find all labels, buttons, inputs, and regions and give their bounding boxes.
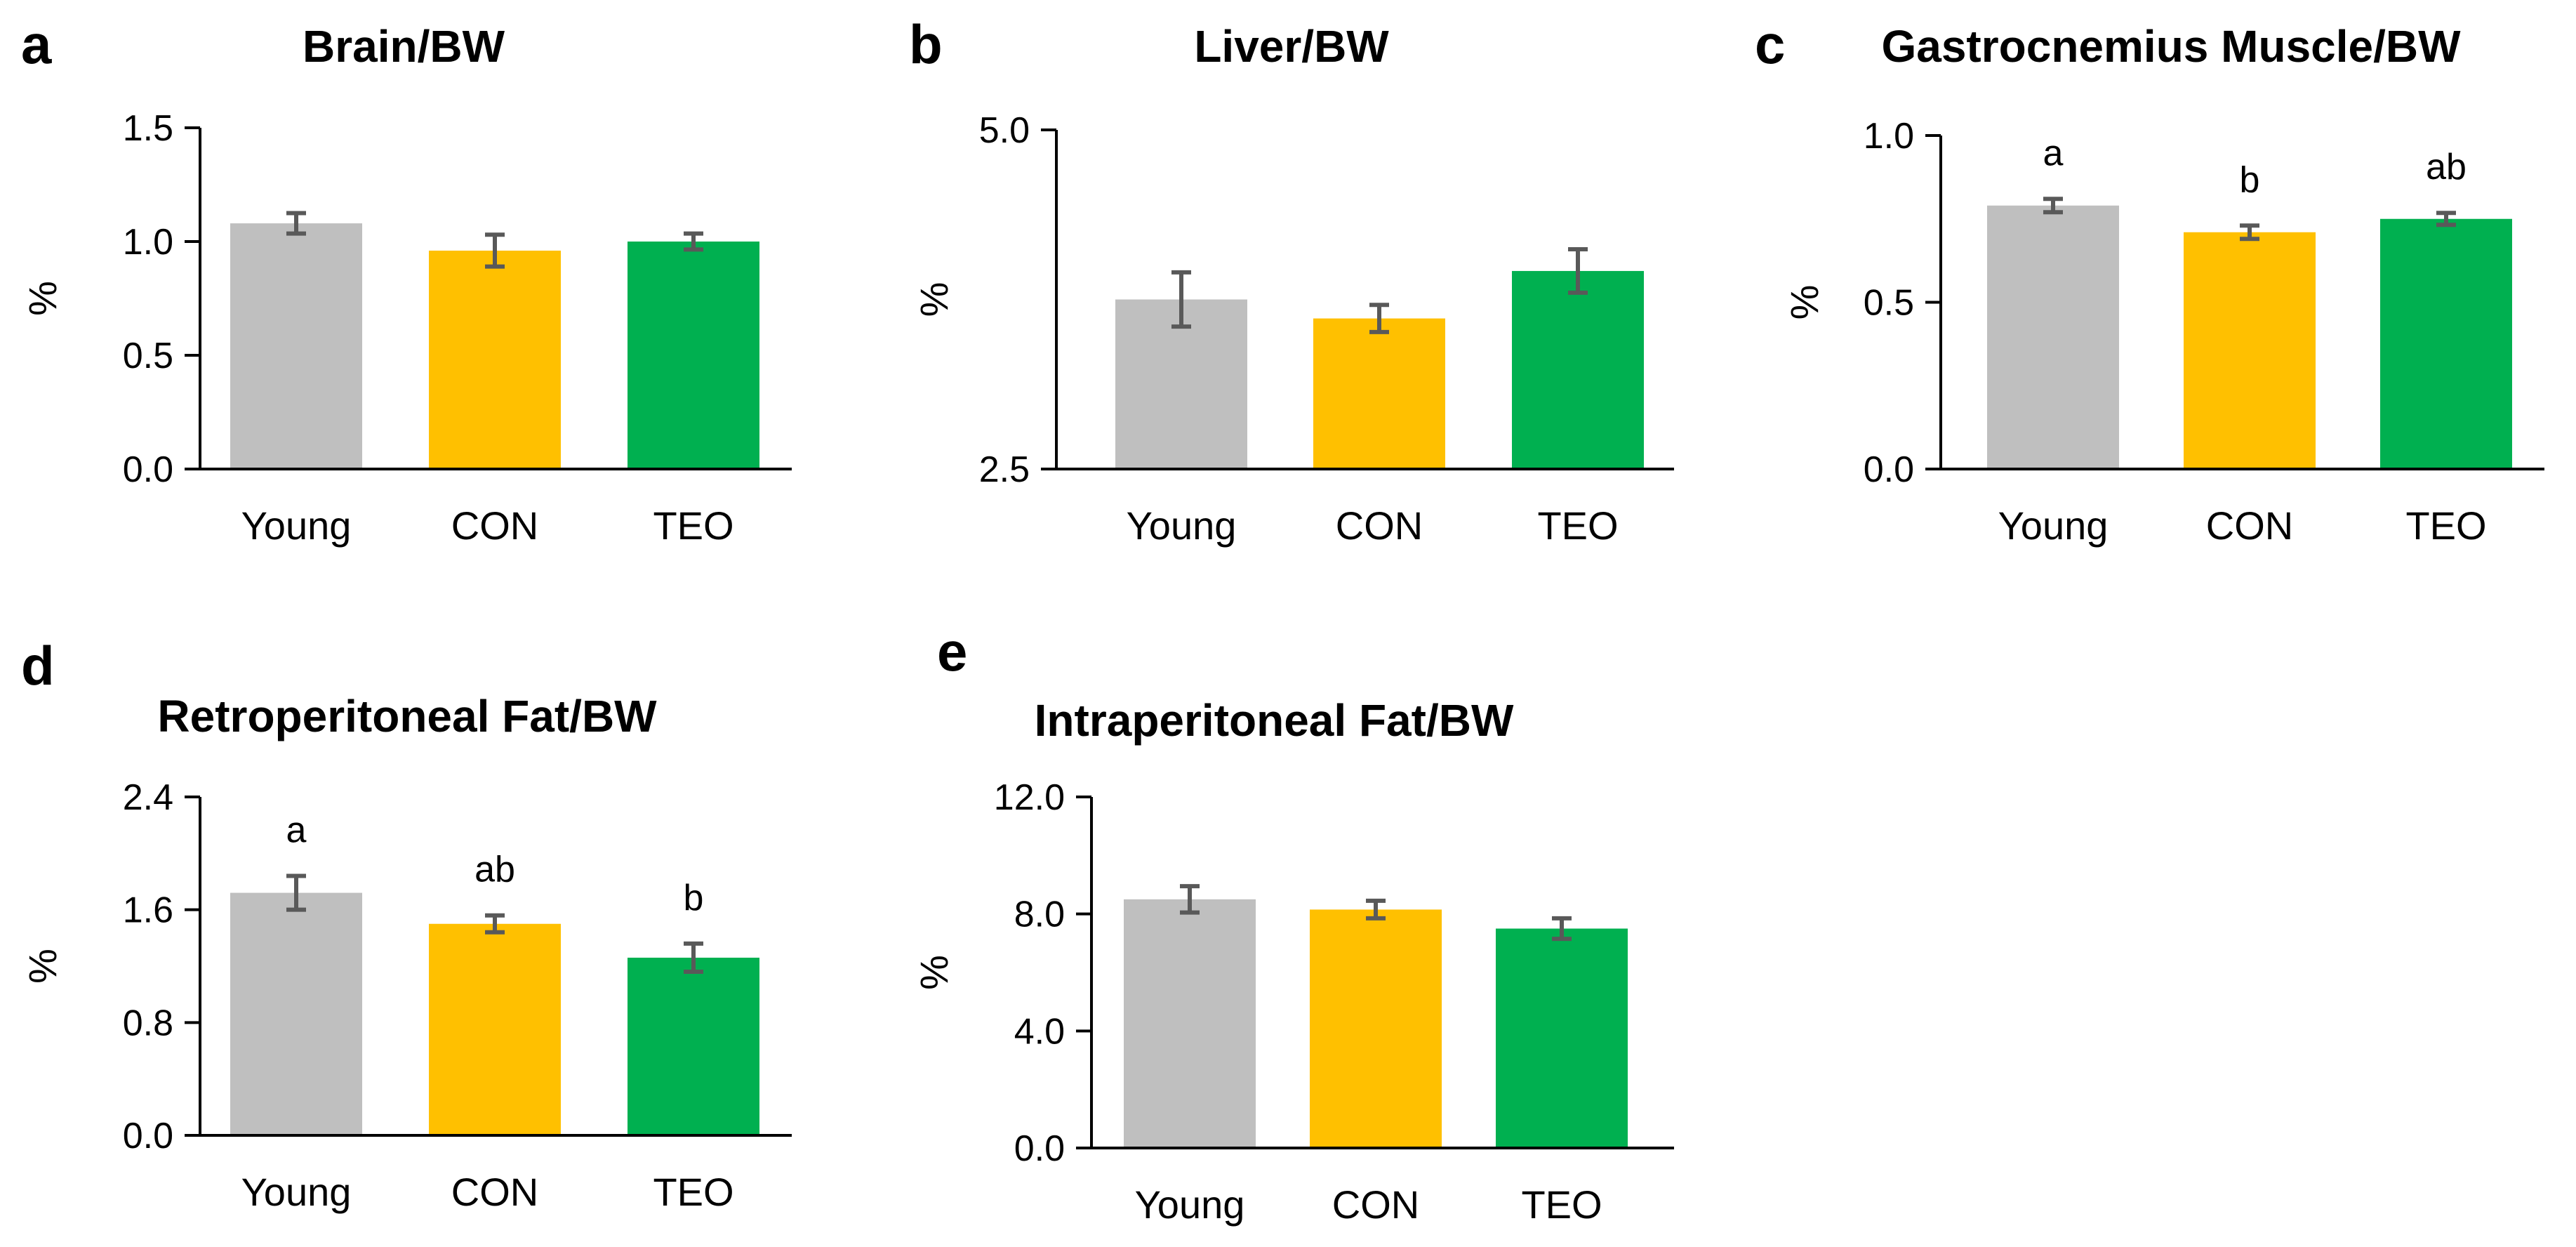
panel-e-bar-con (1310, 909, 1442, 1148)
panel-c-ytick-label: 1.0 (1864, 116, 1914, 157)
panel-e-ylabel: % (912, 955, 956, 990)
panel-d-xtick-young: Young (241, 1170, 352, 1214)
panel-e-xtick-con: CON (1332, 1182, 1419, 1227)
panel-d-title: Retroperitoneal Fat/BW (157, 691, 657, 741)
panel-d-bar-teo (628, 957, 759, 1135)
panel-b-letter: b (909, 13, 943, 75)
panel-d-ytick-label: 0.8 (123, 1003, 173, 1043)
panel-d-xtick-teo: TEO (653, 1170, 733, 1214)
panel-e-bar-teo (1496, 928, 1628, 1148)
panel-c-bar-young (1987, 205, 2119, 469)
panel-d-sig-con: ab (474, 850, 515, 890)
panel-c-xtick-young: Young (1998, 503, 2109, 548)
panel-d-sig-teo: b (684, 878, 704, 918)
panel-d-ytick-label: 1.6 (123, 890, 173, 931)
panel-c-bar-teo (2380, 218, 2512, 469)
panel-a-ytick-label: 0.5 (123, 336, 173, 376)
panel-e-xtick-teo: TEO (1521, 1182, 1602, 1227)
panel-c-ylabel: % (1782, 285, 1826, 320)
panel-e-ytick-label: 8.0 (1014, 895, 1065, 935)
panel-d-sig-young: a (286, 810, 307, 850)
panel-e-title: Intraperitoneal Fat/BW (1035, 695, 1514, 746)
panel-a-xtick-young: Young (241, 503, 352, 548)
panel-a-ytick-label: 0.0 (123, 449, 173, 490)
panel-a-bar-young (230, 223, 362, 469)
panel-c-sig-con: b (2240, 159, 2260, 200)
panel-b-ytick-label: 2.5 (979, 449, 1030, 490)
panel-d-ytick-label: 2.4 (123, 777, 173, 818)
panel-a-xtick-teo: TEO (653, 503, 733, 548)
panel-c-sig-young: a (2043, 133, 2064, 173)
panel-b-bar-teo (1512, 270, 1644, 469)
panel-c-ytick-label: 0.0 (1864, 449, 1914, 490)
panel-b-title: Liver/BW (1194, 21, 1389, 72)
panel-d-bar-young (230, 892, 362, 1135)
panel-a-letter: a (21, 13, 52, 75)
panel-a-ytick-label: 1.0 (123, 222, 173, 263)
panel-a-bar-con (429, 250, 561, 469)
panel-b-ytick-label: 5.0 (979, 110, 1030, 151)
panel-e-letter: e (937, 621, 967, 682)
panel-e-ytick-label: 0.0 (1014, 1128, 1065, 1169)
panel-b-xtick-teo: TEO (1537, 503, 1618, 548)
panel-c-title: Gastrocnemius Muscle/BW (1881, 21, 2461, 72)
panel-c-letter: c (1755, 13, 1785, 75)
panel-d-letter: d (21, 635, 55, 697)
panel-c-bar-con (2184, 232, 2316, 469)
panel-c-xtick-teo: TEO (2405, 503, 2486, 548)
panel-b-xtick-young: Young (1127, 503, 1237, 548)
panel-a-bar-teo (628, 242, 759, 469)
panel-c-ytick-label: 0.5 (1864, 283, 1914, 324)
panel-e-bar-young (1124, 899, 1256, 1148)
panel-e-ytick-label: 12.0 (994, 777, 1065, 818)
panel-e-xtick-young: Young (1135, 1182, 1245, 1227)
panel-a-xtick-con: CON (451, 503, 538, 548)
panel-d-ytick-label: 0.0 (123, 1116, 173, 1156)
panel-e-ytick-label: 4.0 (1014, 1011, 1065, 1052)
panel-a-ytick-label: 1.5 (123, 108, 173, 149)
panel-b-bar-con (1313, 318, 1445, 469)
panel-d-xtick-con: CON (451, 1170, 538, 1214)
panel-d-ylabel: % (20, 949, 65, 984)
panel-c-xtick-con: CON (2206, 503, 2293, 548)
panel-b-xtick-con: CON (1336, 503, 1423, 548)
panel-d-bar-con (429, 923, 561, 1135)
panel-c-sig-teo: ab (2426, 147, 2467, 187)
panel-a-ylabel: % (20, 281, 65, 316)
panel-b-ylabel: % (912, 282, 956, 317)
panel-a-title: Brain/BW (303, 21, 505, 72)
